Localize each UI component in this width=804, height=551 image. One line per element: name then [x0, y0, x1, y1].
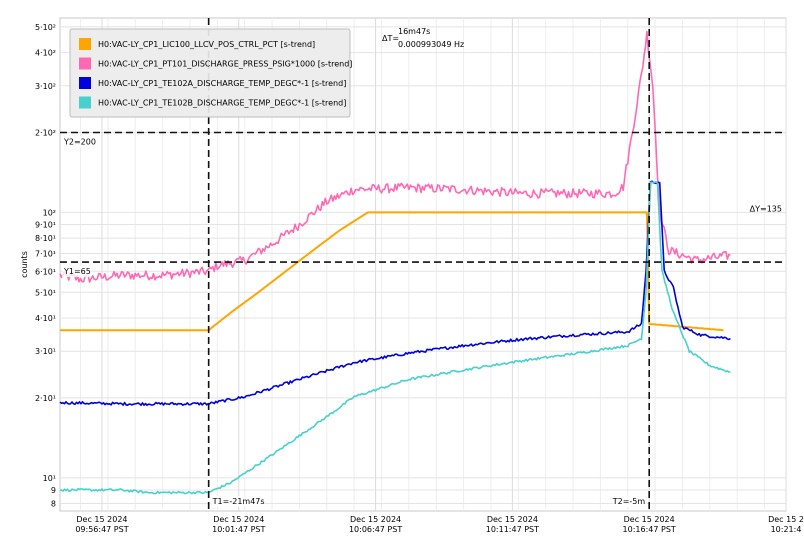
- x-tick-label: Dec 15 2024 10:06:47 PST: [349, 515, 402, 534]
- y-axis-label: counts: [20, 251, 29, 278]
- y-tick-label: 10²: [43, 208, 56, 217]
- y-tick-label: 8·10¹: [35, 234, 56, 243]
- series-line-2: [59, 30, 731, 283]
- y-tick-label: 9: [51, 486, 56, 495]
- legend-label: H0:VAC-LY_CP1_LIC100_LLCV_POS_CTRL_PCT […: [98, 40, 315, 49]
- x-tick-label: Dec 15 2 10:21:4: [768, 515, 804, 534]
- y-tick-label: 9·10¹: [35, 221, 56, 230]
- x-tick-label: Dec 15 2024 10:16:47 PST: [623, 515, 676, 534]
- x-tick-label: Dec 15 2024 09:56:47 PST: [75, 515, 128, 534]
- cursor-y1-label-bg: [62, 266, 91, 278]
- cursor-layer[interactable]: T1=-21m47s T2=-5m Y1=65 Y2=200 ΔY=135 ΔT=16m4…: [60, 18, 786, 511]
- y-tick-label: 4·10²: [35, 49, 56, 58]
- y-tick-label: 2·10²: [35, 128, 56, 137]
- legend-swatch: [79, 38, 91, 50]
- y-tick-label: 10¹: [43, 474, 56, 483]
- y-tick-label: 8: [51, 500, 56, 509]
- x-tick-label: Dec 15 2024 10:11:47 PST: [486, 515, 539, 534]
- x-tick-label: Dec 15 2024 10:01:47 PST: [212, 515, 265, 534]
- y-tick-label: 6·10¹: [35, 267, 56, 276]
- delta-t-symbol: ΔT=: [382, 34, 399, 43]
- cursor-t2-label: T2=-5m: [612, 497, 646, 506]
- legend-item-3[interactable]: H0:VAC-LY_CP1_TE102A_DISCHARGE_TEMP_DEGC…: [79, 77, 346, 89]
- y-tick-label: 7·10¹: [35, 250, 56, 259]
- legend-box: [69, 28, 351, 118]
- legend-swatch: [79, 57, 91, 70]
- legend-item-1[interactable]: H0:VAC-LY_CP1_LIC100_LLCV_POS_CTRL_PCT […: [79, 38, 315, 50]
- y-tick-label: 2·10¹: [35, 394, 56, 403]
- y-tick-label: 3·10¹: [35, 347, 56, 356]
- y-tick-label: 5·10¹: [35, 288, 56, 297]
- legend-item-4[interactable]: H0:VAC-LY_CP1_TE102B_DISCHARGE_TEMP_DEGC…: [79, 96, 346, 109]
- cursor-y1-label: Y1=65: [63, 267, 91, 276]
- series-line-4: [59, 181, 731, 495]
- y-tick-label: 3·10²: [35, 82, 56, 91]
- cursor-t1-label: T1=-21m47s: [212, 497, 265, 506]
- cursor-y2-label: Y2=200: [63, 137, 96, 146]
- delta-t-frequency: 0.000993049 Hz: [398, 40, 464, 49]
- series-line-1: [60, 211, 724, 332]
- y-tick-label: 4·10¹: [35, 314, 56, 323]
- axes: 5·10² 4·10² 3·10² 2·10² 10² 9·10¹ 8·10¹ 7·10¹ 6·…: [20, 23, 804, 534]
- cursor-t1-label-bg: [210, 496, 265, 507]
- legend-swatch: [79, 77, 91, 89]
- series-line-3: [59, 180, 731, 407]
- cursor-y2-label-bg: [62, 136, 96, 148]
- delta-t-duration: 16m47s: [398, 27, 430, 36]
- legend-swatch: [79, 96, 91, 109]
- delta-y-label: ΔY=135: [750, 204, 782, 213]
- legend[interactable]: H0:VAC-LY_CP1_LIC100_LLCV_POS_CTRL_PCT […: [69, 28, 352, 118]
- legend-item-2[interactable]: H0:VAC-LY_CP1_PT101_DISCHARGE_PRESS_PSIG…: [79, 57, 352, 70]
- legend-label: H0:VAC-LY_CP1_PT101_DISCHARGE_PRESS_PSIG…: [98, 60, 352, 69]
- y-tick-label: 5·10²: [35, 23, 56, 32]
- cursor-t2-label-bg: [613, 496, 648, 507]
- legend-label: H0:VAC-LY_CP1_TE102A_DISCHARGE_TEMP_DEGC…: [98, 79, 346, 88]
- legend-label: H0:VAC-LY_CP1_TE102B_DISCHARGE_TEMP_DEGC…: [98, 99, 346, 108]
- series-layer: [59, 30, 731, 495]
